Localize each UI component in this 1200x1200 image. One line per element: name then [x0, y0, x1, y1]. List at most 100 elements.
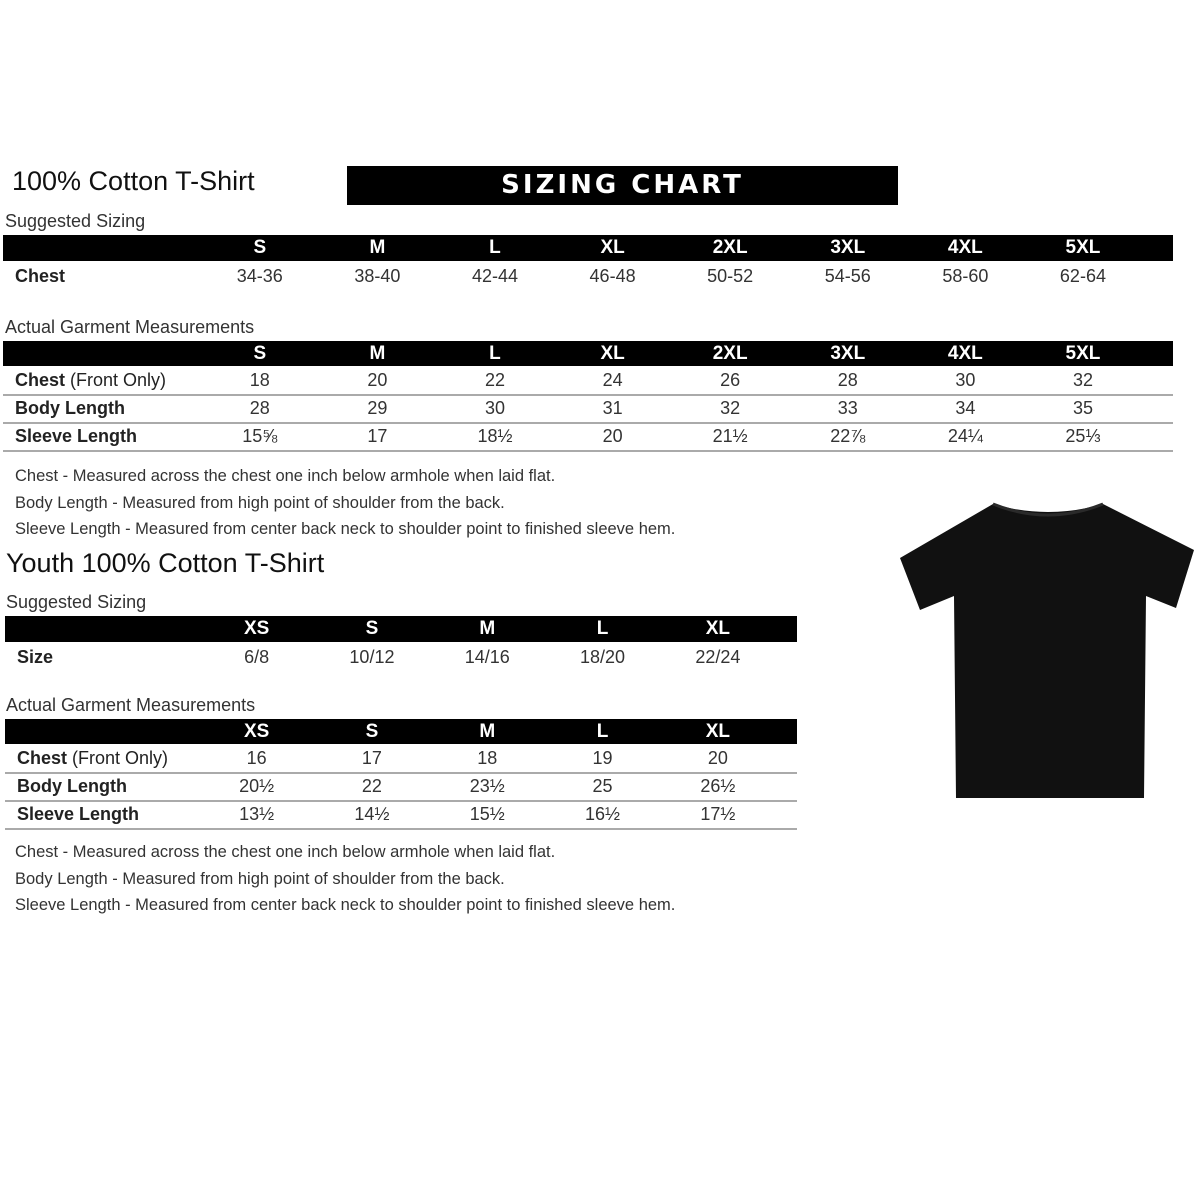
table-cell: XL — [705, 618, 730, 639]
table-cell: 3XL — [830, 237, 866, 258]
table-cell: XS — [243, 720, 270, 742]
row-label-text: Sleeve Length — [15, 426, 138, 446]
row-label: Size — [5, 647, 199, 668]
table-cell: 23½ — [469, 776, 505, 796]
table-cell: 22⅞ — [830, 426, 866, 446]
table-cell: 5XL — [1065, 342, 1101, 364]
row-label-text: Sleeve Length — [17, 804, 140, 824]
table-cell: 18 — [249, 370, 270, 390]
youth-suggested-header: XS S M L XL — [5, 616, 797, 642]
table-cell: 4XL — [947, 342, 983, 364]
table-cell: 22 — [484, 370, 505, 390]
table-cell: 30 — [484, 398, 505, 418]
youth-actual-label: Actual Garment Measurements — [6, 695, 256, 715]
table-cell: 58-60 — [942, 265, 989, 286]
table-cell: XS — [243, 618, 270, 639]
table-cell: 2XL — [712, 237, 748, 258]
adult-title: 100% Cotton T-Shirt — [12, 166, 255, 196]
table-cell: M — [479, 618, 496, 639]
table-cell: 28 — [249, 398, 270, 418]
table-cell: L — [489, 342, 501, 364]
adult-actual-row: Body Length 28 29 30 31 32 33 34 35 — [3, 395, 1173, 424]
table-cell: 50-52 — [707, 265, 754, 286]
table-cell: 25⅓ — [1065, 426, 1101, 446]
table-cell: 13½ — [239, 804, 275, 824]
measurement-note: Sleeve Length - Measured from center bac… — [15, 896, 676, 914]
adult-actual-header: S M L XL 2XL 3XL 4XL 5XL — [3, 341, 1173, 366]
table-cell: 18/20 — [580, 646, 626, 667]
table-cell: 24¼ — [947, 426, 983, 446]
adult-suggested-label: Suggested Sizing — [5, 211, 146, 231]
table-cell: 15½ — [469, 804, 505, 824]
row-label-note: (Front Only) — [67, 748, 169, 768]
table-cell: 3XL — [830, 342, 866, 364]
table-cell: 54-56 — [824, 265, 871, 286]
table-cell: 38-40 — [354, 265, 401, 286]
sizing-chart-banner: SIZING CHART — [347, 166, 898, 205]
table-cell: 18½ — [477, 426, 513, 446]
table-cell: 18 — [477, 748, 498, 768]
table-cell: 20 — [367, 370, 388, 390]
table-cell: 33 — [837, 398, 858, 418]
table-cell: S — [253, 342, 267, 364]
table-cell: 29 — [367, 398, 388, 418]
row-label: Sleeve Length — [3, 426, 201, 447]
table-cell: 15⅝ — [242, 426, 278, 446]
table-cell: 31 — [602, 398, 623, 418]
adult-suggested-header: S M L XL 2XL 3XL 4XL 5XL — [3, 235, 1173, 261]
table-cell: XL — [600, 237, 625, 258]
row-label: Chest (Front Only) — [5, 748, 199, 769]
table-cell: 14½ — [354, 804, 390, 824]
measurement-note: Sleeve Length - Measured from center bac… — [15, 520, 676, 538]
adult-suggested-row: Chest 34-36 38-40 42-44 46-48 50-52 54-56 58-60… — [3, 262, 1173, 290]
table-cell: L — [596, 618, 609, 639]
table-cell: 32 — [1072, 370, 1093, 390]
table-cell: 6/8 — [244, 646, 270, 667]
table-cell: 20½ — [239, 776, 275, 796]
youth-suggested-row: Size 6/8 10/12 14/16 18/20 22/24 — [5, 643, 797, 671]
table-cell: 2XL — [712, 342, 748, 364]
table-cell: 21½ — [712, 426, 748, 446]
table-cell: 20 — [602, 426, 623, 446]
row-label: Chest — [3, 266, 201, 287]
row-label: Sleeve Length — [5, 804, 199, 825]
youth-suggested-label: Suggested Sizing — [6, 592, 147, 612]
table-cell: M — [369, 237, 386, 258]
adult-actual-label: Actual Garment Measurements — [5, 317, 255, 337]
table-cell: 35 — [1072, 398, 1093, 418]
youth-actual-header: XS S M L XL — [5, 719, 797, 744]
row-label-note: (Front Only) — [65, 370, 167, 390]
table-cell: 32 — [720, 398, 741, 418]
table-cell: 19 — [592, 748, 613, 768]
row-label: Body Length — [5, 776, 199, 797]
table-cell: XL — [705, 720, 730, 742]
row-label-text: Chest — [17, 748, 68, 768]
table-cell: 16 — [246, 748, 267, 768]
table-cell: 34 — [955, 398, 976, 418]
table-cell: 10/12 — [349, 646, 395, 667]
table-cell: 17 — [367, 426, 388, 446]
table-cell: 34-36 — [236, 265, 283, 286]
table-cell: 20 — [707, 748, 728, 768]
table-cell: XL — [600, 342, 625, 364]
table-cell: M — [479, 720, 496, 742]
table-cell: 5XL — [1065, 237, 1101, 258]
table-cell: 22/24 — [695, 646, 741, 667]
table-cell: 25 — [592, 776, 613, 796]
table-cell: 46-48 — [589, 265, 636, 286]
table-cell: 28 — [837, 370, 858, 390]
table-cell: 22 — [361, 776, 382, 796]
row-label-text: Chest — [15, 370, 66, 390]
measurement-note: Chest - Measured across the chest one in… — [15, 843, 556, 861]
row-label-text: Body Length — [17, 776, 127, 796]
table-cell: 62-64 — [1059, 265, 1106, 286]
table-cell: M — [369, 342, 386, 364]
youth-actual-row: Sleeve Length 13½ 14½ 15½ 16½ 17½ — [5, 801, 797, 830]
table-cell: 26 — [720, 370, 741, 390]
table-cell: 4XL — [947, 237, 983, 258]
table-cell: L — [489, 237, 501, 258]
youth-title: Youth 100% Cotton T-Shirt — [6, 548, 325, 578]
row-label-text: Body Length — [15, 398, 125, 418]
measurement-note: Body Length - Measured from high point o… — [15, 869, 505, 888]
